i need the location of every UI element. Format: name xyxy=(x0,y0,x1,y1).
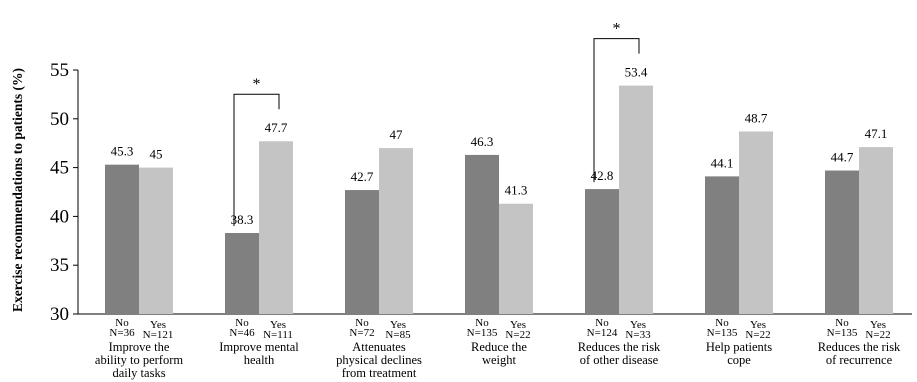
bar-no xyxy=(465,154,499,314)
sample-size-yes: N=22 xyxy=(865,329,890,341)
significance-star: * xyxy=(253,76,261,93)
sample-size-no: N=135 xyxy=(827,327,858,339)
sample-size-yes: N=85 xyxy=(385,329,411,341)
group-tag-yes: Yes xyxy=(750,319,766,331)
group-tag-yes: Yes xyxy=(510,319,526,331)
y-tick-label: 50 xyxy=(50,109,69,130)
data-label-no: 44.1 xyxy=(711,155,734,170)
group-tag-no: No xyxy=(115,317,129,329)
group-tag-no: No xyxy=(595,317,609,329)
group-tag-yes: Yes xyxy=(630,319,646,331)
category-label: of recurrence xyxy=(826,353,893,367)
sample-size-yes: N=121 xyxy=(143,329,174,341)
y-tick-label: 30 xyxy=(50,304,69,325)
category-label: daily tasks xyxy=(112,366,165,380)
category-label: Reduces the risk xyxy=(578,340,661,354)
category-label: Reduces the risk xyxy=(818,340,901,354)
data-label-yes: 41.3 xyxy=(505,183,528,198)
bar-yes xyxy=(139,167,173,314)
y-tick-label: 40 xyxy=(50,206,69,227)
group-tag-yes: Yes xyxy=(270,319,286,331)
category-label: physical declines xyxy=(336,353,422,367)
sample-size-yes: N=111 xyxy=(263,329,293,341)
data-label-yes: 53.4 xyxy=(625,65,648,80)
bar-no xyxy=(345,190,379,314)
data-label-no: 42.7 xyxy=(351,169,374,184)
group-tag-no: No xyxy=(715,317,729,329)
sample-size-no: N=135 xyxy=(467,327,498,339)
data-label-no: 45.3 xyxy=(111,144,134,159)
data-label-yes: 45 xyxy=(150,147,163,162)
group-tag-no: No xyxy=(355,317,369,329)
category-label: of other disease xyxy=(580,353,659,367)
sample-size-no: N=46 xyxy=(229,327,255,339)
data-label-yes: 47 xyxy=(390,127,404,142)
category-label: Attenuates xyxy=(352,340,406,354)
data-label-no: 38.3 xyxy=(231,212,254,227)
bar-yes xyxy=(739,131,773,314)
category-label: from treatment xyxy=(342,366,417,380)
bar-no xyxy=(705,176,739,314)
data-label-yes: 48.7 xyxy=(745,110,768,125)
bar-yes xyxy=(499,203,533,314)
group-tag-no: No xyxy=(835,317,849,329)
group-tag-no: No xyxy=(235,317,249,329)
data-label-no: 46.3 xyxy=(471,134,494,149)
data-label-no: 44.7 xyxy=(831,150,854,165)
bar-no xyxy=(105,164,139,314)
bar-no xyxy=(225,232,259,314)
y-ticks: 30 35 40 45 50 55 xyxy=(50,60,78,325)
sample-size-yes: N=22 xyxy=(745,329,770,341)
group-tag-yes: Yes xyxy=(870,319,886,331)
group-tag-no: No xyxy=(475,317,489,329)
sample-size-no: N=36 xyxy=(109,327,135,339)
y-tick-label: 55 xyxy=(50,60,69,81)
sample-size-yes: N=33 xyxy=(625,329,651,341)
significance-bracket xyxy=(593,38,640,183)
category-label: ability to perform xyxy=(95,353,183,367)
bar-yes xyxy=(259,141,293,314)
category-label: weight xyxy=(482,353,517,367)
sample-size-yes: N=22 xyxy=(505,329,530,341)
category-label: Improve mental xyxy=(219,340,299,354)
category-label: Help patients xyxy=(706,340,772,354)
bar-no xyxy=(825,170,859,314)
bar-no xyxy=(585,189,619,314)
significance-bracket xyxy=(233,93,280,226)
bar-yes xyxy=(619,85,653,314)
bars xyxy=(105,85,893,314)
category-label: cope xyxy=(727,353,751,367)
group-tag-yes: Yes xyxy=(390,319,406,331)
sample-size-no: N=72 xyxy=(349,327,374,339)
significance-star: * xyxy=(613,21,621,38)
y-tick-label: 45 xyxy=(50,158,69,179)
category-label: health xyxy=(244,353,275,367)
category-label: Reduce the xyxy=(471,340,527,354)
category-label: Improve the xyxy=(109,340,170,354)
data-label-yes: 47.1 xyxy=(865,126,888,141)
y-tick-label: 35 xyxy=(50,255,69,276)
data-label-no: 42.8 xyxy=(591,168,614,183)
sample-size-no: N=124 xyxy=(587,327,618,339)
y-axis-title: Exercise recommendations to patients (%) xyxy=(10,68,25,312)
bar-yes xyxy=(379,148,413,314)
data-label-yes: 47.7 xyxy=(265,120,288,135)
group-tag-yes: Yes xyxy=(150,319,166,331)
bar-yes xyxy=(859,147,893,314)
sample-size-no: N=135 xyxy=(707,327,738,339)
